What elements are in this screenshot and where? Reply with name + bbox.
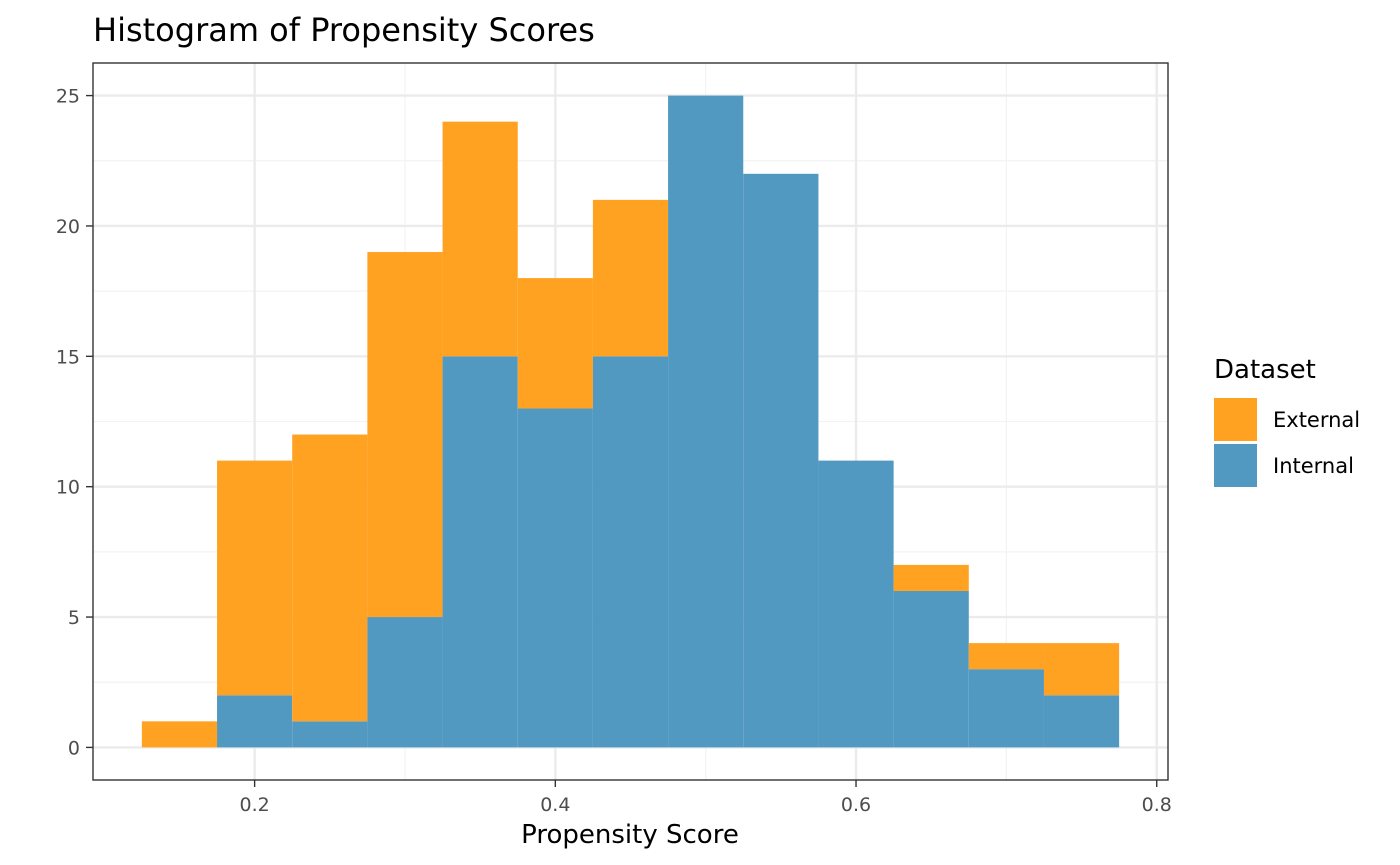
- x-axis-title: Propensity Score: [521, 820, 739, 850]
- bar-internal: [1043, 695, 1120, 748]
- x-axis: 0.2 0.4 0.6 0.8: [240, 780, 1172, 816]
- y-tick-label: 25: [56, 86, 80, 108]
- bar-internal: [217, 695, 293, 748]
- y-tick-label: 0: [68, 737, 80, 759]
- bar-internal: [968, 669, 1044, 748]
- x-tick-label: 0.4: [540, 794, 570, 816]
- legend: Dataset External Internal: [1214, 355, 1360, 487]
- bar-external: [141, 721, 218, 748]
- y-tick-label: 15: [56, 346, 80, 368]
- legend-key-external: [1214, 398, 1257, 441]
- bar-external: [442, 121, 518, 357]
- legend-label-internal: Internal: [1273, 454, 1354, 478]
- chart-title: Histogram of Propensity Scores: [93, 11, 595, 49]
- legend-key-internal: [1214, 444, 1257, 487]
- y-axis: 0 5 10 15 20 25: [56, 86, 93, 759]
- bar-external: [217, 460, 293, 696]
- legend-label-external: External: [1273, 408, 1360, 432]
- x-tick-label: 0.8: [1142, 794, 1172, 816]
- bar-external: [292, 434, 368, 722]
- bar-external: [968, 643, 1044, 670]
- legend-title: Dataset: [1214, 355, 1316, 385]
- y-tick-label: 10: [56, 477, 80, 499]
- bar-internal: [893, 590, 969, 748]
- bar-external: [367, 252, 443, 618]
- bar-internal: [818, 460, 894, 748]
- bar-external: [517, 278, 593, 409]
- bar-internal: [668, 95, 744, 748]
- y-tick-label: 5: [68, 607, 80, 629]
- bar-internal: [743, 173, 819, 748]
- bar-external: [592, 199, 669, 357]
- bars: [141, 95, 1120, 748]
- bar-internal: [592, 356, 669, 748]
- bar-internal: [367, 617, 443, 748]
- x-tick-label: 0.6: [841, 794, 871, 816]
- bar-internal: [292, 721, 368, 748]
- panel-border: [92, 62, 1169, 781]
- bar-internal: [517, 408, 593, 748]
- legend-entries: External Internal: [1214, 398, 1360, 487]
- bar-internal: [442, 356, 518, 748]
- y-tick-label: 20: [56, 216, 80, 238]
- x-tick-label: 0.2: [240, 794, 270, 816]
- bar-external: [893, 564, 969, 591]
- bar-external: [1043, 643, 1120, 696]
